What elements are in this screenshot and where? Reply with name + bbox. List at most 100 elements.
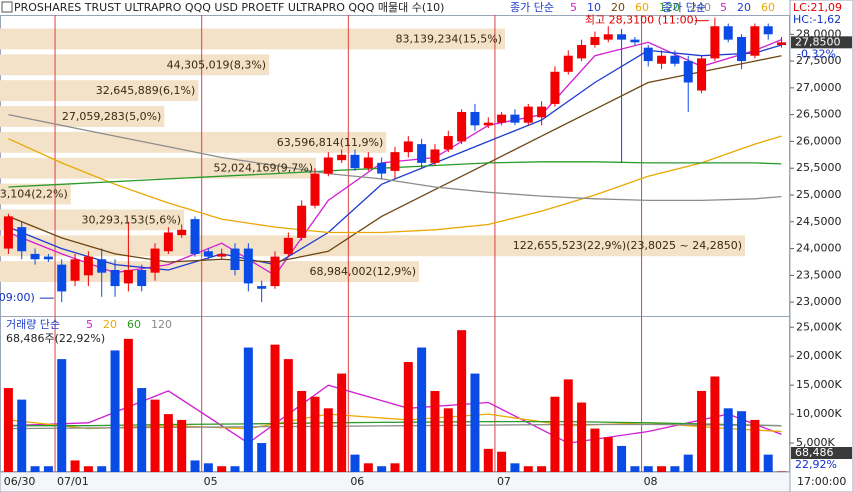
profile-band [0,80,199,102]
candle-body [57,264,67,292]
volume-bar [217,466,227,472]
volume-bar [203,463,213,472]
volume-bar [563,379,573,472]
candle-body [17,227,27,252]
x-tick-label: 07/01 [57,475,89,488]
volume-bar [43,466,53,472]
candle-body [497,114,507,123]
price-box [791,36,852,49]
y-tick-label: 23,0000 [796,295,842,308]
volume-bar [550,396,560,472]
legend-entry: 240 [690,1,711,14]
candle-body [523,106,533,123]
candle-body [390,152,400,171]
volume-bar [417,347,427,472]
x-tick-label: 05 [204,475,218,488]
low-note: 최저 23,0000 (09:00) [0,291,35,304]
profile-band [0,183,71,205]
menu-icon[interactable] [1,1,13,13]
candle-body [470,111,480,126]
volume-bar [750,419,760,472]
hc-label: HC:-1,62 [793,13,841,26]
x-tick-label: 06/30 [4,475,36,488]
moving-average [8,135,782,234]
volume-bar [270,344,280,472]
candle-body [310,173,320,206]
volume-bar [137,388,147,472]
candle-body [137,270,147,287]
candle-body [617,34,627,40]
legend-entry: 20 [611,1,625,14]
profile-label: 52,024,169(9,7%) [213,162,313,175]
volume-bar [737,411,747,472]
y-tick-label: 25,0000 [796,188,842,201]
candle-body [550,71,560,104]
volume-tick-label: 15,000K [796,378,842,391]
candle-body [763,26,773,35]
volume-bar [310,396,320,472]
candle-body [150,248,160,273]
volume-bar [763,454,773,472]
candle-body [563,55,573,72]
candle-body [203,251,213,257]
y-tick-label: 26,5000 [796,108,842,121]
candle-body [430,149,440,163]
candle-body [750,26,760,56]
candle-body [403,141,413,153]
volume-bar [190,460,200,472]
volume-bar [497,451,507,472]
candle-body [603,34,613,40]
candle-body [97,259,107,273]
volume-bar [390,463,400,472]
profile-label: 27,059,283(5,0%) [62,110,162,123]
candle-body [350,154,360,169]
candle-body [323,157,333,174]
candle-body [417,144,427,163]
profile-band [0,209,184,231]
candle-body [443,136,453,150]
profile-label: 30,293,153(5,6%) [81,213,181,226]
volume-bar [377,466,387,472]
candle-body [43,256,53,260]
time-label: 17:00:00 [797,475,846,488]
candle-body [270,256,280,287]
volume-bar [257,443,267,472]
volume-bar [643,466,653,472]
volume-bar [577,402,587,472]
volume-bar [150,399,160,472]
volume-bar [57,359,67,472]
candle-body [577,45,587,59]
profile-band [0,157,316,179]
volume-bar [630,466,640,472]
candle-body [510,114,520,123]
candle-body [777,42,787,45]
volume-bar [403,362,413,472]
volume-bar [697,390,707,472]
volume-tick-label: 10,000K [796,407,842,420]
moving-average [8,113,782,202]
y-tick-label: 26,0000 [796,134,842,147]
profile-band [0,131,387,153]
volume-bar [350,454,360,472]
candle-body [297,205,307,238]
volume-legend-label: 거래량 단순 [6,318,60,331]
candle-body [363,157,373,169]
candle-body [337,154,347,161]
volume-legend-entry: 60 [127,318,141,331]
moving-average [8,55,782,263]
profile-label: 44,305,019(8,3%) [167,58,267,71]
candle-body [217,253,227,257]
volume-bar [83,466,93,472]
volume-bar [537,466,547,472]
volume-bar [483,448,493,472]
volume-legend-entry: 120 [151,318,172,331]
profile-label: 63,596,814(11,9%) [277,136,384,149]
profile-label: 32,645,889(6,1%) [96,84,196,97]
volume-bar [617,445,627,472]
candle-body [283,237,293,254]
volume-bar [110,350,120,472]
candle-body [697,58,707,91]
candle-body [123,270,133,284]
high-note: 최고 28,3100 (11:00) [585,14,698,27]
volume-bar [283,359,293,472]
